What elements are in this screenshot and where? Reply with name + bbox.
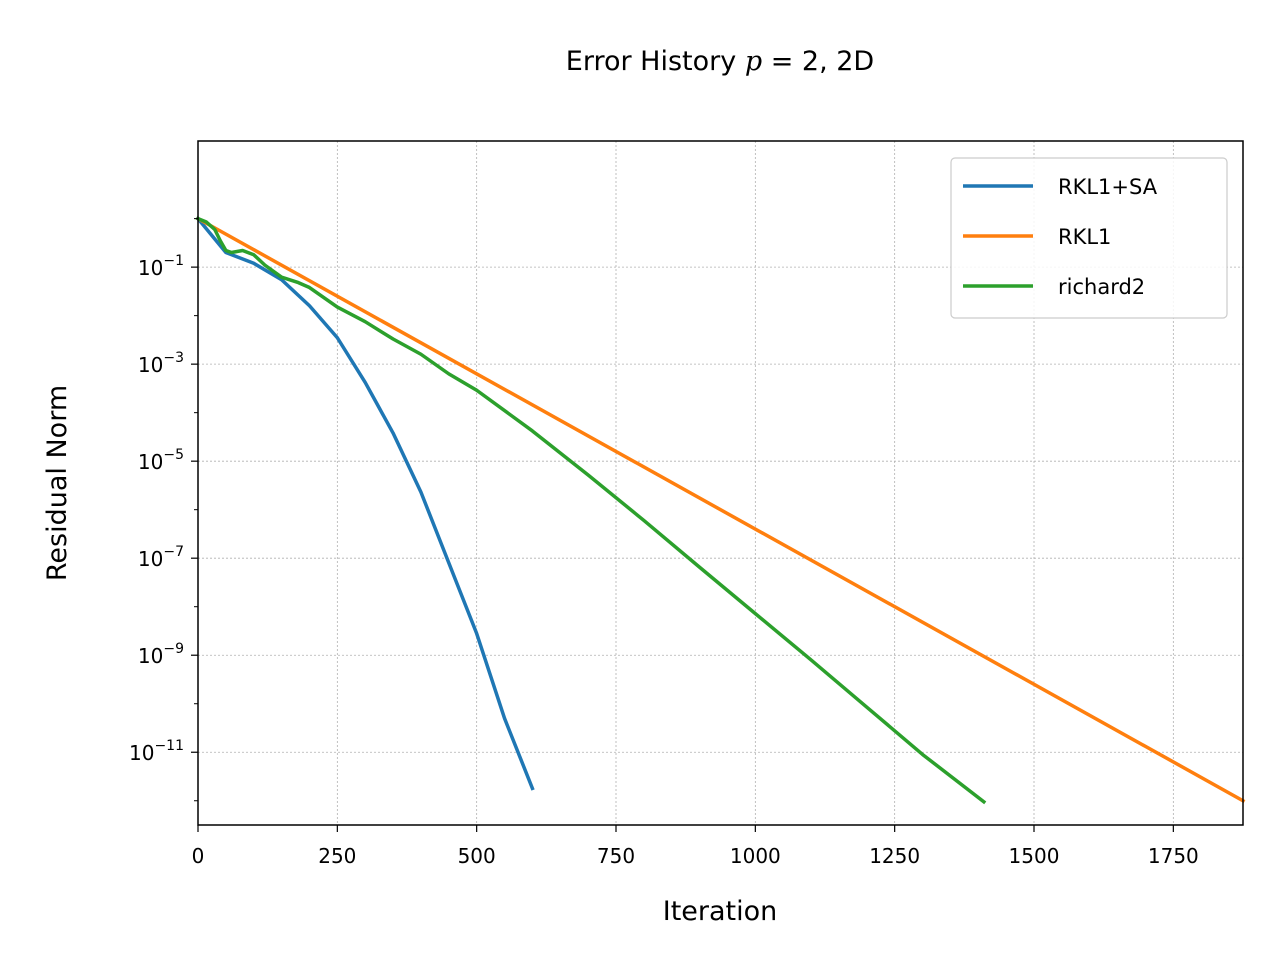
plot-frame (197, 140, 1244, 826)
y-tick-label: 10−7 (138, 544, 184, 571)
x-tick-label: 1750 (1148, 844, 1199, 868)
legend-entry-label: richard2 (1058, 275, 1145, 299)
legend-entry-label: RKL1+SA (1058, 175, 1158, 199)
y-axis-title: Residual Norm (42, 385, 73, 581)
series-line-rkl1 (195, 216, 1246, 804)
x-axis-title: Iteration (663, 896, 778, 927)
y-tick-label: 10−3 (138, 350, 184, 377)
y-tick-label: 10−1 (138, 253, 184, 280)
y-tick-label: 10−5 (138, 447, 184, 474)
series-line-rkl1-sa (195, 216, 535, 791)
x-tick-label: 1000 (730, 844, 781, 868)
series-lines (195, 216, 1246, 805)
x-tick-label: 0 (192, 844, 205, 868)
y-tick-label: 10−9 (138, 641, 184, 668)
series-line-richard2 (195, 216, 987, 805)
legend-entry-label: RKL1 (1058, 225, 1111, 249)
legend-box (950, 157, 1228, 319)
x-tick-label: 500 (458, 844, 496, 868)
y-tick-label: 10−11 (129, 738, 184, 765)
x-tick-label: 750 (597, 844, 635, 868)
x-tick-label: 250 (318, 844, 356, 868)
legend: RKL1+SA RKL1 richard2 (950, 157, 1228, 319)
chart-title: Error History p = 2, 2D (566, 46, 874, 77)
axis-ticks: 0 250 500 750 1000 1250 1500 1750 10−1 10−3 10−5 10… (129, 218, 1199, 868)
x-tick-label: 1500 (1009, 844, 1060, 868)
x-tick-label: 1250 (869, 844, 920, 868)
